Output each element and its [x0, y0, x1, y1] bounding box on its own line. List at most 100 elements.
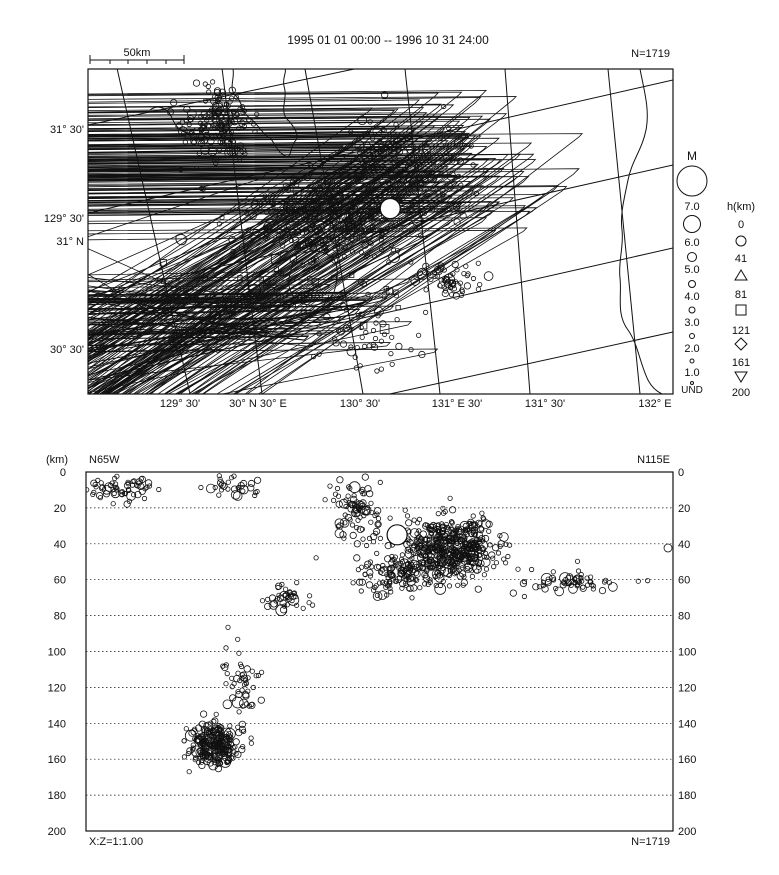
map-event-marker	[88, 167, 385, 336]
depth-inverted-triangle-icon	[734, 371, 748, 383]
section-event-marker	[644, 577, 651, 584]
section-event-marker	[461, 574, 467, 580]
section-event-marker	[240, 488, 246, 494]
section-event-marker	[387, 580, 393, 587]
map-event-marker	[465, 271, 471, 277]
map-event-marker	[448, 284, 454, 290]
section-event-marker	[365, 581, 374, 589]
section-event-marker	[442, 508, 448, 515]
section-event-marker	[413, 563, 420, 570]
map-event-marker	[88, 145, 344, 294]
map-event-marker	[448, 292, 455, 298]
map-event-marker	[88, 176, 530, 394]
section-event-marker	[247, 484, 255, 492]
section-event-marker	[220, 482, 228, 490]
section-event-marker	[471, 544, 477, 550]
section-event-marker	[544, 578, 552, 587]
map-event-marker	[88, 195, 327, 292]
section-event-marker	[215, 761, 221, 768]
map-event-marker	[270, 254, 281, 264]
section-event-marker	[198, 761, 206, 770]
map-major-event-marker	[379, 197, 401, 220]
section-event-marker	[363, 563, 369, 570]
section-event-marker	[455, 582, 461, 588]
lon-label-13030: 130° 30'	[340, 398, 380, 410]
section-event-marker	[444, 524, 450, 530]
section-event-marker	[342, 520, 348, 526]
section-event-marker	[345, 493, 351, 499]
map-event-marker	[88, 185, 559, 394]
map-events	[88, 79, 584, 394]
section-event-marker	[279, 590, 289, 601]
map-event-marker	[88, 156, 458, 394]
map-event-marker	[88, 131, 466, 394]
section-event-marker	[475, 531, 483, 539]
section-event-marker	[390, 565, 396, 571]
figure-title: 1995 01 01 00:00 -- 1996 10 31 24:00	[287, 33, 489, 47]
section-event-marker	[481, 534, 490, 543]
section-event-marker	[192, 736, 198, 742]
section-event-marker	[341, 535, 347, 541]
map-event-marker	[88, 135, 422, 363]
section-event-marker	[231, 681, 237, 687]
section-event-marker	[422, 522, 429, 528]
map-frame	[87, 68, 674, 395]
section-event-marker	[559, 572, 571, 584]
section-event-marker	[521, 593, 528, 600]
depth-triangle-icon	[734, 269, 748, 281]
section-event-marker	[102, 490, 111, 498]
section-event-marker	[233, 751, 239, 757]
section-event-marker	[221, 663, 229, 672]
map-event-marker	[88, 168, 407, 356]
section-event-marker	[440, 553, 446, 560]
map-event-marker	[88, 96, 518, 394]
section-event-marker	[379, 579, 386, 586]
section-event-marker	[235, 636, 241, 642]
section-event-marker	[275, 604, 288, 617]
section-event-marker	[228, 754, 235, 761]
section-event-marker	[258, 669, 265, 675]
section-event-marker	[289, 597, 295, 604]
section-left-direction: N65W	[89, 454, 120, 466]
map-event-marker	[160, 278, 167, 284]
map-event-marker	[88, 163, 479, 394]
map-event-marker	[88, 227, 528, 394]
section-event-marker	[130, 478, 136, 485]
map-event-marker	[441, 289, 449, 298]
section-event-marker	[387, 571, 396, 579]
section-event-marker	[397, 560, 404, 567]
section-event-marker	[346, 484, 352, 490]
section-event-marker	[230, 744, 236, 751]
section-event-marker	[354, 524, 360, 531]
section-event-marker	[447, 495, 453, 501]
section-event-marker	[252, 492, 258, 499]
section-event-marker	[399, 552, 405, 558]
section-event-marker	[521, 578, 528, 585]
section-event-marker	[468, 541, 476, 549]
section-event-marker	[490, 555, 496, 561]
map-event-marker	[88, 103, 442, 375]
section-event-marker	[344, 513, 352, 522]
section-event-marker	[208, 743, 215, 749]
section-event-marker	[460, 578, 468, 587]
map-event-marker	[230, 309, 237, 315]
map-event-marker	[388, 350, 394, 357]
section-event-marker	[264, 602, 272, 611]
section-event-marker	[439, 559, 447, 567]
map-event-marker	[88, 292, 391, 370]
section-event-marker	[503, 541, 509, 547]
map-event-marker	[88, 323, 317, 348]
map-event-marker	[88, 146, 488, 394]
section-event-marker	[536, 584, 543, 590]
section-event-marker	[462, 551, 468, 557]
map-event-marker	[88, 299, 368, 352]
section-left-tick-label: 140	[48, 718, 66, 730]
section-event-marker	[477, 526, 485, 534]
map-event-marker	[263, 283, 269, 289]
section-event-marker	[226, 731, 234, 739]
map-event-marker	[378, 338, 384, 344]
section-event-marker	[356, 525, 364, 534]
section-event-marker	[134, 490, 142, 499]
map-event-marker	[437, 281, 446, 289]
map-event-marker	[88, 185, 484, 394]
